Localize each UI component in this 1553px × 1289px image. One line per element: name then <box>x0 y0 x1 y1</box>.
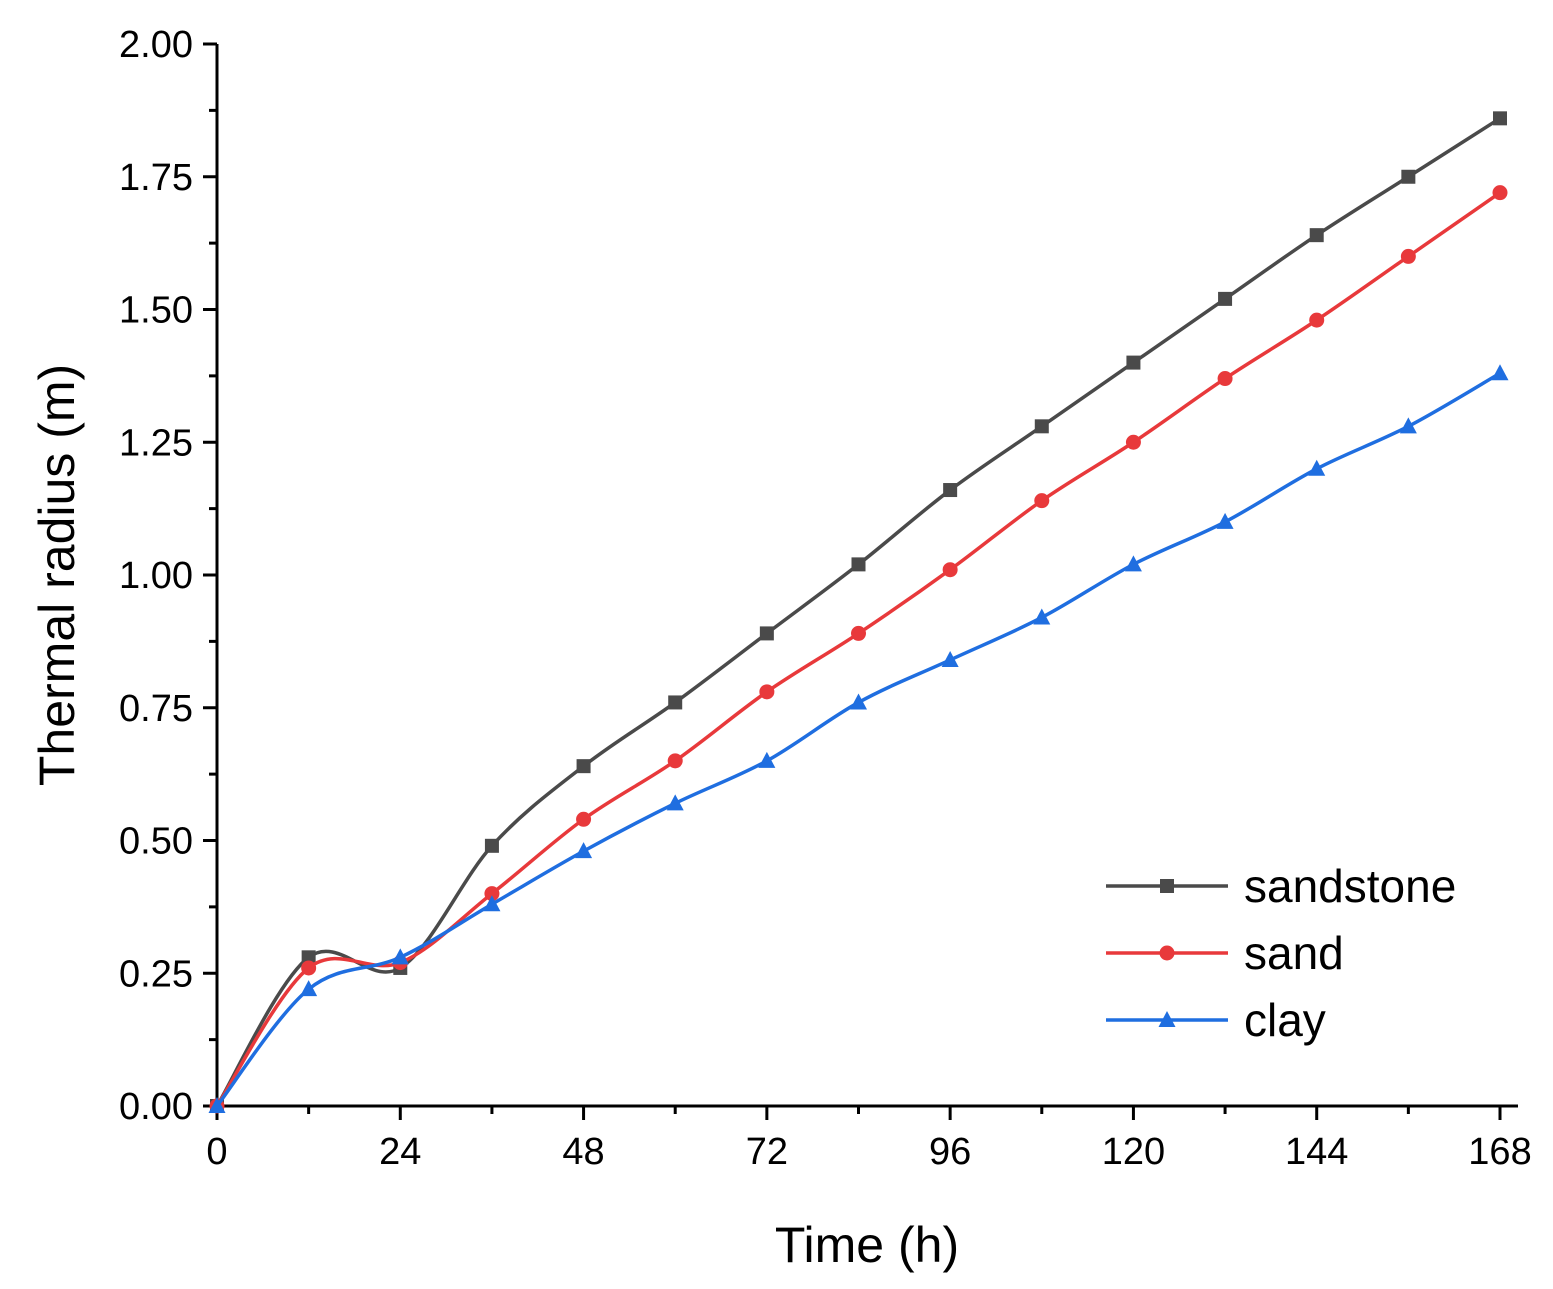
sandstone-point <box>943 483 958 498</box>
y-tick-label: 0.50 <box>119 821 193 863</box>
clay-point <box>850 693 867 710</box>
legend: sandstone sand clay <box>1106 860 1456 1046</box>
x-tick-label: 72 <box>746 1131 788 1173</box>
clay-point <box>1308 459 1326 476</box>
x-tick-label: 168 <box>1468 1131 1531 1173</box>
sand-point <box>576 811 592 827</box>
y-tick-label: 1.50 <box>119 290 193 332</box>
clay-point <box>758 751 776 768</box>
sand-point <box>1400 248 1416 264</box>
sandstone-point <box>576 759 591 774</box>
x-tick-label: 120 <box>1102 1131 1165 1173</box>
sand-point <box>667 753 683 769</box>
legend-marker <box>1160 879 1174 893</box>
x-axis-title: Time (h) <box>775 1217 959 1273</box>
x-tick-label: 0 <box>206 1131 227 1173</box>
y-axis-title: Thermal radius (m) <box>29 364 85 786</box>
x-tick-label: 48 <box>562 1131 604 1173</box>
clay-point <box>1216 512 1234 529</box>
y-tick-label: 1.75 <box>119 157 193 199</box>
sandstone-point <box>668 695 683 710</box>
legend-item-sandstone: sandstone <box>1106 860 1456 912</box>
legend-item-sand: sand <box>1106 927 1344 979</box>
clay-point <box>391 948 409 965</box>
clay-point <box>1124 555 1142 572</box>
legend-label: sandstone <box>1244 860 1456 912</box>
series-clay <box>208 364 1509 1113</box>
sandstone-point <box>1493 111 1507 126</box>
series-group <box>208 111 1509 1114</box>
y-ticks: 0.00 0.25 0.50 0.75 1.00 1.25 1.50 1.75 2.00 <box>119 24 217 1128</box>
legend-item-clay: clay <box>1106 994 1326 1046</box>
legend-marker <box>1158 1011 1176 1027</box>
sandstone-point <box>851 557 866 572</box>
sand-point <box>1125 434 1141 450</box>
sand-point <box>1034 493 1050 509</box>
y-tick-label: 0.75 <box>119 688 193 730</box>
clay-point <box>575 842 593 859</box>
legend-label: clay <box>1244 994 1326 1046</box>
legend-label: sand <box>1244 927 1344 979</box>
sandstone-point <box>1034 419 1049 434</box>
y-tick-label: 2.00 <box>119 24 193 66</box>
x-tick-label: 96 <box>929 1131 971 1173</box>
clay-point <box>208 1097 226 1113</box>
legend-marker <box>1159 945 1175 961</box>
sand-point <box>301 960 317 976</box>
y-tick-label: 0.00 <box>119 1086 193 1128</box>
sandstone-point <box>1218 291 1233 306</box>
clay-point <box>1033 608 1051 625</box>
series-sand <box>209 185 1508 1114</box>
sand-point <box>759 684 775 700</box>
sandstone-point <box>1401 169 1416 184</box>
sandstone-point <box>1309 228 1324 243</box>
sandstone-point <box>1126 355 1141 370</box>
clay-point <box>1399 417 1417 434</box>
sand-point <box>1217 371 1233 387</box>
sand-point <box>1309 312 1325 328</box>
sand-point <box>942 562 958 578</box>
sandstone-point <box>759 626 774 641</box>
clay-point <box>941 650 959 667</box>
y-tick-label: 0.25 <box>119 953 193 995</box>
sand-point <box>1492 185 1508 201</box>
sand-point <box>484 886 500 902</box>
clay-point <box>300 980 318 997</box>
x-tick-label: 144 <box>1285 1131 1348 1173</box>
sandstone-point <box>484 838 499 853</box>
clay-point <box>1491 364 1509 381</box>
x-tick-label: 24 <box>379 1131 421 1173</box>
sand-point <box>851 625 866 641</box>
sandstone-point <box>301 950 316 965</box>
clay-point <box>666 794 684 811</box>
clay-point <box>483 895 501 912</box>
x-ticks: 0 24 48 72 96 120 144 168 <box>206 1106 1532 1173</box>
y-tick-label: 1.00 <box>119 555 193 597</box>
y-tick-label: 1.25 <box>119 422 193 464</box>
